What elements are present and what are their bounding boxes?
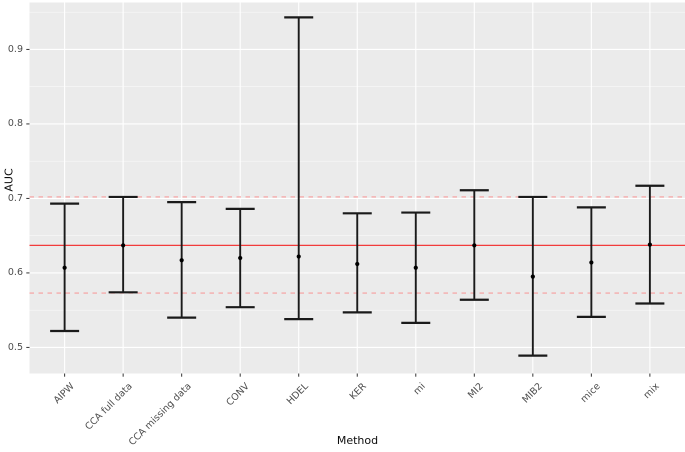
point-estimate <box>62 265 67 270</box>
y-tick-label: 0.9 <box>7 43 23 55</box>
y-tick-label: 0.6 <box>7 267 23 279</box>
point-estimate <box>472 243 477 248</box>
point-estimate <box>647 242 652 247</box>
y-axis-title: AUC <box>2 168 16 192</box>
y-tick-label: 0.7 <box>7 192 23 204</box>
point-estimate <box>589 260 594 265</box>
point-estimate <box>413 265 418 270</box>
point-estimate <box>121 243 126 248</box>
point-estimate <box>530 274 535 279</box>
point-estimate <box>355 261 360 267</box>
y-tick-label: 0.8 <box>7 118 23 130</box>
point-estimate <box>296 254 301 259</box>
y-tick-label: 0.5 <box>7 341 23 353</box>
point-estimate <box>179 258 184 263</box>
x-axis-title: Method <box>336 434 379 447</box>
point-estimate <box>238 255 243 261</box>
